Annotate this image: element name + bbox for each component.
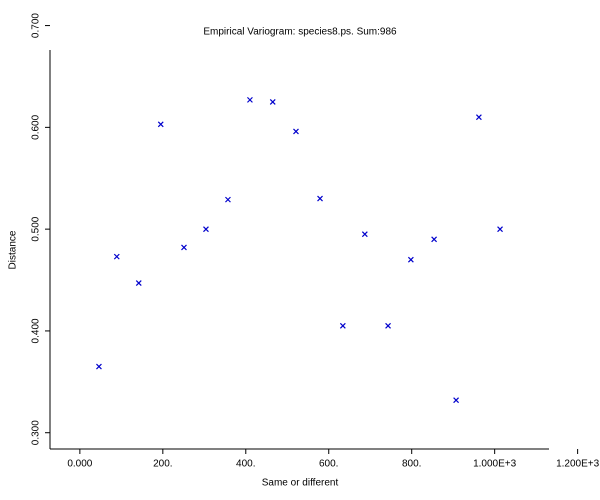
point	[181, 244, 187, 251]
y-tick-label: 0.700	[31, 13, 42, 38]
y-tick-label: 0.600	[31, 114, 42, 139]
point	[96, 363, 102, 370]
point	[385, 322, 391, 329]
x-tick-label: 600.	[319, 459, 338, 470]
x-tick-label: 0.000	[67, 459, 92, 470]
point	[339, 322, 346, 329]
y-axis-label: Distance	[8, 230, 19, 269]
point	[407, 256, 414, 263]
x-axis-label: Same or different	[262, 478, 339, 489]
point	[293, 128, 299, 135]
x-tick-label: 400.	[236, 459, 255, 470]
point	[157, 121, 164, 128]
point	[453, 397, 460, 404]
point	[113, 253, 120, 260]
chart-title: Empirical Variogram: species8.ps. Sum:98…	[203, 27, 397, 38]
y-tick-label: 0.300	[31, 420, 42, 445]
y-tick-label: 0.400	[31, 318, 42, 343]
point	[269, 98, 276, 105]
x-tick-label: 800.	[402, 459, 421, 470]
point	[475, 114, 482, 121]
y-tick-label: 0.500	[31, 216, 42, 241]
point	[247, 96, 253, 103]
point	[203, 226, 209, 233]
point	[135, 280, 142, 287]
x-tick-label: 200.	[153, 459, 172, 470]
point	[225, 196, 231, 203]
point	[361, 231, 368, 238]
point	[431, 236, 438, 243]
x-tick-label: 1.200E+3	[556, 459, 600, 470]
x-tick-label: 1.000E+3	[473, 459, 517, 470]
point	[317, 195, 323, 202]
point	[497, 226, 503, 233]
